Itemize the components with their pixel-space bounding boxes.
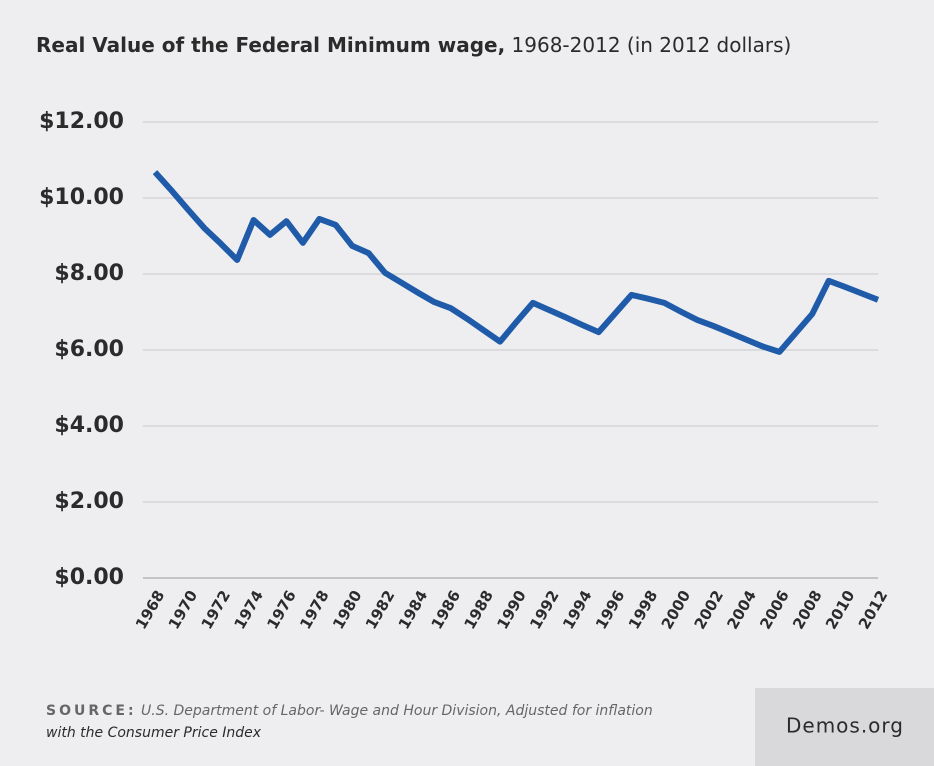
source-first-line: SOURCE: U.S. Department of Labor- Wage a… (46, 703, 653, 719)
logo-box (755, 688, 934, 766)
chart-subtitle: 1968-2012 (in 2012 dollars) (512, 33, 792, 57)
source-text: with the Consumer Price Index (46, 725, 262, 741)
chart-title: Real Value of the Federal Minimum wage, (36, 33, 505, 57)
y-tick-label: $8.00 (54, 261, 124, 286)
source-label: SOURCE: (46, 703, 137, 719)
source-text: U.S. Department of Labor- Wage and Hour … (141, 703, 653, 719)
y-tick-label: $6.00 (54, 337, 124, 362)
logo: Demos.org (786, 714, 904, 738)
data-line (152, 170, 880, 355)
y-tick-label: $0.00 (54, 565, 124, 590)
y-tick-label: $12.00 (39, 109, 124, 134)
chart-title-line: Real Value of the Federal Minimum wage, … (36, 33, 791, 57)
y-tick-label: $10.00 (39, 185, 124, 210)
y-tick-label: $2.00 (54, 489, 124, 514)
y-tick-label: $4.00 (54, 413, 124, 438)
